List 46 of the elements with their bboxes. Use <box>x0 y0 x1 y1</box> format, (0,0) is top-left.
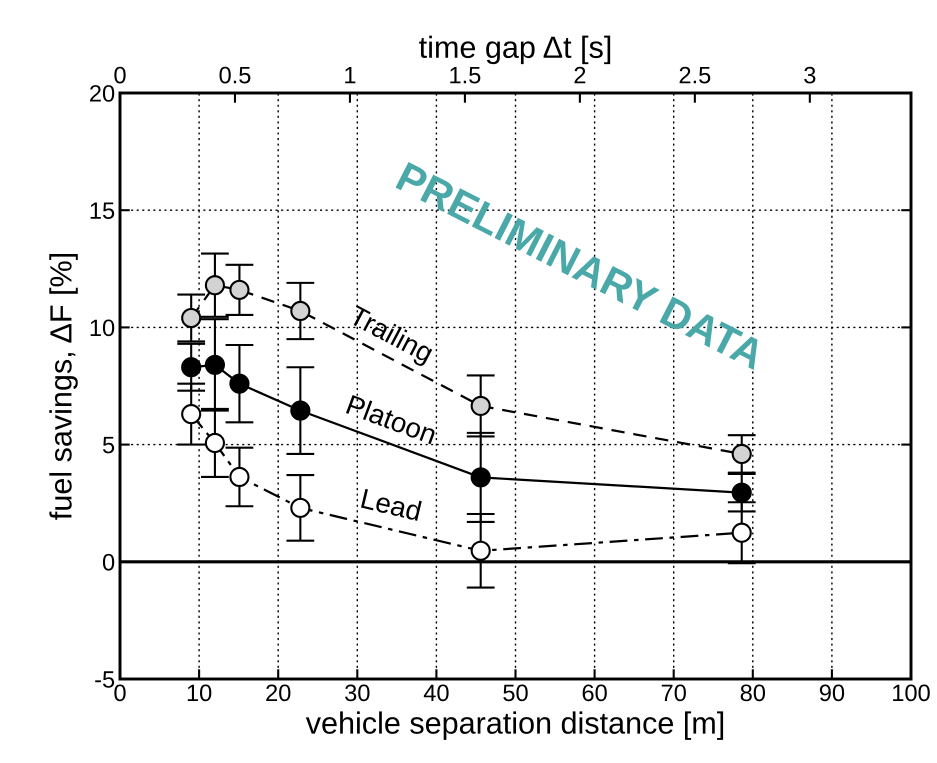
x2-tick-label: 0.5 <box>219 66 250 84</box>
point <box>181 308 202 328</box>
point <box>470 467 491 488</box>
point <box>732 522 752 543</box>
y-tick-label: 0 <box>102 554 114 571</box>
y-tick-label: 15 <box>90 202 114 219</box>
point <box>470 396 491 416</box>
y-tick-label: -5 <box>95 671 114 688</box>
point <box>732 444 752 464</box>
x2-tick-label: 1 <box>345 66 356 84</box>
x-axis-title: vehicle separation distance [m] <box>306 711 724 740</box>
x-tick-label: 30 <box>345 684 370 702</box>
x-tick-label: 20 <box>266 684 290 702</box>
x-tick-label: 60 <box>582 684 607 702</box>
point <box>290 498 310 518</box>
x2-tick-label: 2 <box>574 66 586 84</box>
point <box>229 280 250 300</box>
x-tick-label: 80 <box>740 684 766 702</box>
point <box>229 374 250 394</box>
point <box>181 404 202 424</box>
x-tick-label: 40 <box>424 684 449 702</box>
point <box>204 275 225 296</box>
y-tick-label: 20 <box>90 85 114 102</box>
x2-tick-label: 2.5 <box>680 66 710 84</box>
x-tick-label: 100 <box>893 684 930 702</box>
y-tick-label: 10 <box>90 319 114 336</box>
x-tick-label: 70 <box>662 684 686 702</box>
x2-tick-label: 0 <box>114 66 126 84</box>
x2-axis-title: time gap Δt [s] <box>419 36 610 64</box>
x-tick-label: 90 <box>820 684 844 702</box>
point <box>470 540 491 561</box>
point <box>290 400 310 421</box>
x-tick-label: 10 <box>188 684 212 702</box>
x2-tick-label: 3 <box>804 66 816 84</box>
point <box>204 432 225 454</box>
text: Lead <box>360 488 422 522</box>
point <box>229 466 250 488</box>
point <box>181 357 202 378</box>
x-tick-label: 0 <box>114 684 126 702</box>
x2-tick-label: 1.5 <box>450 66 480 84</box>
y-axis-title: fuel savings, ΔF [%] <box>49 254 78 520</box>
point <box>290 300 310 322</box>
point <box>732 482 752 503</box>
point <box>204 354 225 375</box>
y-tick-label: 5 <box>102 436 114 454</box>
x-tick-label: 50 <box>503 684 528 702</box>
